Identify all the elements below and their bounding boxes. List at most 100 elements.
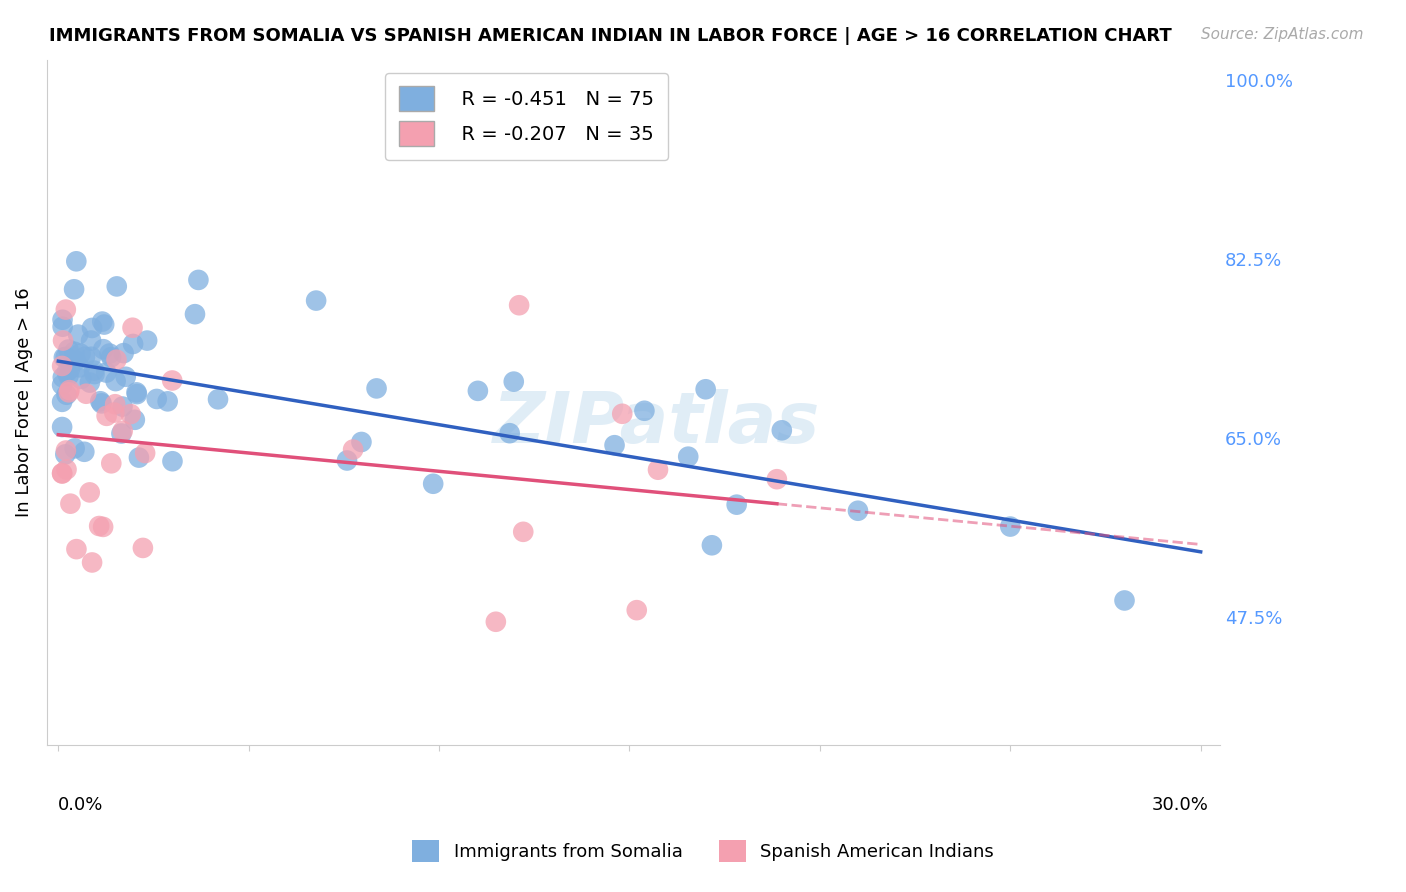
Point xyxy=(55,350,77,364)
Point xyxy=(124,413,146,427)
Point xyxy=(93,318,115,332)
Point xyxy=(58,383,80,397)
Point xyxy=(51,312,73,326)
Point xyxy=(184,307,207,321)
Point xyxy=(125,387,148,401)
Point xyxy=(51,395,73,409)
Point xyxy=(98,346,121,360)
Point xyxy=(100,456,122,470)
Point xyxy=(80,350,103,364)
Text: 0.0%: 0.0% xyxy=(58,797,104,814)
Point xyxy=(103,406,125,420)
Point xyxy=(58,343,80,357)
Point xyxy=(53,447,76,461)
Point xyxy=(122,337,145,351)
Point xyxy=(90,396,112,410)
Point xyxy=(305,293,328,308)
Point xyxy=(498,426,520,441)
Point xyxy=(105,352,128,367)
Point xyxy=(79,485,101,500)
Point xyxy=(1114,593,1136,607)
Point xyxy=(111,400,134,414)
Point xyxy=(156,394,179,409)
Point xyxy=(70,372,93,386)
Point xyxy=(73,444,96,458)
Point xyxy=(162,454,184,468)
Point xyxy=(59,361,82,376)
Point xyxy=(63,344,86,359)
Point xyxy=(73,350,96,364)
Point xyxy=(512,524,534,539)
Point xyxy=(51,467,73,481)
Point xyxy=(52,334,75,348)
Point xyxy=(63,282,86,296)
Point xyxy=(52,370,75,384)
Point xyxy=(846,504,869,518)
Point xyxy=(83,363,105,377)
Point xyxy=(508,298,530,312)
Point xyxy=(51,378,73,392)
Point xyxy=(59,497,82,511)
Point xyxy=(79,376,101,390)
Point xyxy=(187,273,209,287)
Point xyxy=(104,374,127,388)
Point xyxy=(626,603,648,617)
Point xyxy=(366,381,388,395)
Legend:   R = -0.451   N = 75,   R = -0.207   N = 35: R = -0.451 N = 75, R = -0.207 N = 35 xyxy=(385,73,668,160)
Point xyxy=(132,541,155,555)
Point xyxy=(104,397,127,411)
Point xyxy=(69,360,91,375)
Point xyxy=(136,334,159,348)
Point xyxy=(725,498,748,512)
Point xyxy=(80,321,103,335)
Point xyxy=(89,519,111,533)
Point xyxy=(65,254,87,268)
Point xyxy=(100,350,122,364)
Point xyxy=(69,346,91,360)
Point xyxy=(55,365,77,379)
Point xyxy=(160,374,183,388)
Point xyxy=(67,327,90,342)
Text: 30.0%: 30.0% xyxy=(1152,797,1208,814)
Point xyxy=(91,315,114,329)
Point xyxy=(96,366,118,380)
Point xyxy=(485,615,508,629)
Point xyxy=(121,320,143,334)
Point xyxy=(63,442,86,456)
Point xyxy=(128,450,150,465)
Text: Source: ZipAtlas.com: Source: ZipAtlas.com xyxy=(1201,27,1364,42)
Point xyxy=(770,423,793,437)
Point xyxy=(91,520,114,534)
Point xyxy=(58,369,80,384)
Point xyxy=(502,375,524,389)
Point xyxy=(1000,519,1022,533)
Point xyxy=(350,434,373,449)
Point xyxy=(51,359,73,373)
Point xyxy=(105,279,128,293)
Point xyxy=(422,476,444,491)
Point xyxy=(766,472,789,486)
Point xyxy=(111,424,134,438)
Point xyxy=(676,450,699,464)
Text: IMMIGRANTS FROM SOMALIA VS SPANISH AMERICAN INDIAN IN LABOR FORCE | AGE > 16 COR: IMMIGRANTS FROM SOMALIA VS SPANISH AMERI… xyxy=(49,27,1173,45)
Point xyxy=(80,334,103,348)
Point xyxy=(700,538,723,552)
Legend: Immigrants from Somalia, Spanish American Indians: Immigrants from Somalia, Spanish America… xyxy=(405,833,1001,870)
Text: ZIPatlas: ZIPatlas xyxy=(494,389,821,458)
Point xyxy=(467,384,489,398)
Point xyxy=(612,407,634,421)
Point xyxy=(83,367,105,381)
Point xyxy=(52,351,75,365)
Point xyxy=(55,462,77,476)
Point xyxy=(134,446,156,460)
Point xyxy=(58,385,80,400)
Point xyxy=(207,392,229,407)
Point xyxy=(51,467,73,481)
Point xyxy=(55,302,77,317)
Point xyxy=(75,386,97,401)
Point xyxy=(647,463,669,477)
Point xyxy=(125,385,148,400)
Point xyxy=(52,319,75,334)
Point xyxy=(80,556,103,570)
Point xyxy=(55,388,77,402)
